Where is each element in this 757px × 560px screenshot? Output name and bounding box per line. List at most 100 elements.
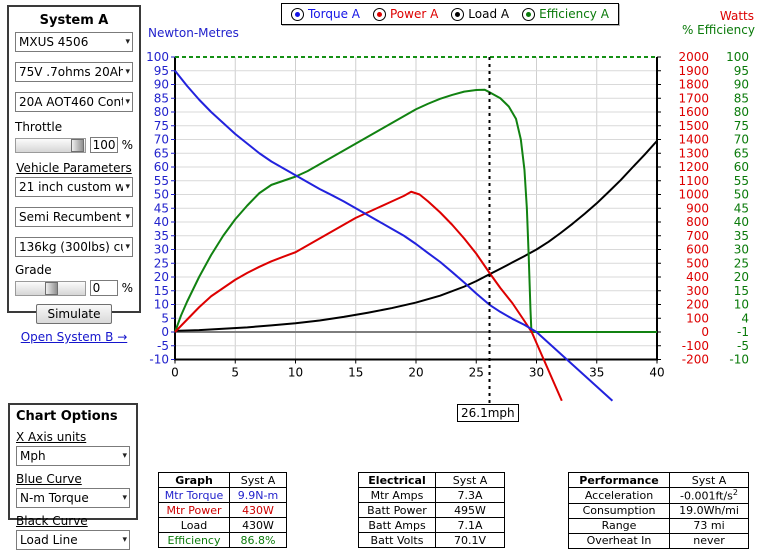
x-tick-label: 20 bbox=[408, 366, 423, 380]
eff-tick-label: 30 bbox=[734, 243, 749, 257]
chevron-down-icon: ▾ bbox=[125, 182, 130, 192]
table-row: Acceleration -0.001ft/s2 bbox=[568, 487, 749, 504]
eff-tick-label: 4 bbox=[741, 311, 749, 325]
black-curve-select[interactable]: Load Line ▾ bbox=[16, 530, 130, 550]
nm-tick-label: 70 bbox=[154, 133, 169, 147]
nm-tick-label: 40 bbox=[154, 215, 169, 229]
grade-slider[interactable] bbox=[15, 280, 86, 296]
x-tick-label: 25 bbox=[469, 366, 484, 380]
watts-tick-label: 300 bbox=[686, 284, 709, 298]
table-row-value: 86.8% bbox=[229, 532, 287, 548]
nm-tick-label: -5 bbox=[157, 339, 169, 353]
simulate-button[interactable]: Simulate bbox=[36, 304, 112, 324]
table-row: Batt Volts 70.1V bbox=[358, 532, 505, 548]
radio-button-icon[interactable] bbox=[522, 7, 536, 21]
position-select[interactable]: Semi Recumbent ▾ bbox=[15, 207, 133, 227]
table-row-value: 70.1V bbox=[435, 532, 505, 548]
x-tick-label: 5 bbox=[231, 366, 239, 380]
chevron-down-icon: ▾ bbox=[125, 37, 130, 47]
table-row-value: 19.0Wh/mi bbox=[669, 502, 749, 519]
table-row-label: Range bbox=[568, 517, 670, 534]
radio-button-icon[interactable] bbox=[451, 7, 465, 21]
grade-input[interactable] bbox=[89, 280, 118, 296]
watts-tick-label: 700 bbox=[686, 229, 709, 243]
right-axis-title-efficiency: % Efficiency bbox=[681, 23, 755, 37]
nm-tick-label: 90 bbox=[154, 78, 169, 92]
throttle-slider-thumb[interactable] bbox=[70, 138, 84, 152]
table-row-value: never bbox=[669, 532, 749, 549]
eff-tick-label: -10 bbox=[729, 353, 749, 367]
table-row-value: 7.3A bbox=[435, 487, 505, 503]
eff-tick-label: 15 bbox=[734, 284, 749, 298]
eff-tick-label: 65 bbox=[734, 146, 749, 160]
legend-item-label: Torque A bbox=[308, 7, 360, 21]
grade-label: Grade bbox=[15, 263, 52, 277]
table-row-label: Overheat In bbox=[568, 532, 670, 549]
table-row-label: Mtr Amps bbox=[358, 487, 436, 503]
performance-table: Performance Syst A Acceleration -0.001ft/s2… bbox=[568, 472, 749, 549]
throttle-label: Throttle bbox=[15, 120, 63, 134]
nm-tick-label: 30 bbox=[154, 243, 169, 257]
table-row: Consumption 19.0Wh/mi bbox=[568, 502, 749, 519]
radio-dot-icon bbox=[376, 11, 382, 17]
eff-tick-label: 70 bbox=[734, 133, 749, 147]
curve-load bbox=[174, 140, 658, 332]
nm-tick-label: 75 bbox=[154, 119, 169, 133]
electrical-table: Electrical Syst A Mtr Amps 7.3A Batt Power 49… bbox=[358, 472, 505, 548]
table-row: Mtr Torque 9.9N-m bbox=[158, 487, 287, 503]
table-row-label: Batt Power bbox=[358, 502, 436, 518]
controller-select[interactable]: 20A AOT460 Contro ▾ bbox=[15, 92, 133, 112]
chevron-down-icon: ▾ bbox=[125, 212, 130, 222]
legend-item: Efficiency A bbox=[522, 7, 609, 21]
throttle-input[interactable] bbox=[89, 137, 118, 153]
motor-select[interactable]: MXUS 4506 ▾ bbox=[15, 32, 133, 52]
radio-dot-icon bbox=[526, 11, 532, 17]
watts-tick-label: 200 bbox=[686, 298, 709, 312]
table-row: Batt Power 495W bbox=[358, 502, 505, 518]
nm-tick-label: -10 bbox=[149, 353, 169, 367]
watts-tick-label: 800 bbox=[686, 215, 709, 229]
table-header-cell: Syst A bbox=[669, 472, 749, 488]
eff-tick-label: 10 bbox=[734, 298, 749, 312]
watts-tick-label: 1900 bbox=[678, 64, 709, 78]
blue-curve-select[interactable]: N-m Torque ▾ bbox=[16, 488, 130, 508]
legend: Torque A Power A Load A Efficiency A bbox=[281, 3, 619, 25]
open-system-b-link[interactable]: Open System B → bbox=[20, 330, 128, 344]
legend-item-label: Load A bbox=[468, 7, 510, 21]
grade-slider-thumb[interactable] bbox=[45, 281, 58, 295]
eff-tick-label: 20 bbox=[734, 270, 749, 284]
eff-tick-label: 55 bbox=[734, 174, 749, 188]
black-curve-label: Black Curve bbox=[16, 514, 88, 528]
legend-item: Torque A bbox=[291, 7, 360, 21]
table-row-label: Batt Volts bbox=[358, 532, 436, 548]
nm-tick-label: 55 bbox=[154, 174, 169, 188]
radio-button-icon[interactable] bbox=[291, 7, 304, 21]
nm-tick-label: 85 bbox=[154, 91, 169, 105]
radio-dot-icon bbox=[455, 11, 461, 17]
eff-tick-label: 60 bbox=[734, 160, 749, 174]
eff-tick-label: 45 bbox=[734, 201, 749, 215]
wheel-select-value: 21 inch custom whe bbox=[19, 180, 123, 194]
blue-curve-value: N-m Torque bbox=[20, 491, 89, 505]
battery-select[interactable]: 75V .7ohms 20Ah c ▾ bbox=[15, 62, 133, 82]
table-row-value: -0.001ft/s2 bbox=[669, 487, 749, 504]
watts-tick-label: 900 bbox=[686, 201, 709, 215]
table-row: Range 73 mi bbox=[568, 517, 749, 534]
nm-tick-label: 80 bbox=[154, 105, 169, 119]
radio-button-icon[interactable] bbox=[372, 7, 386, 21]
watts-tick-label: 1100 bbox=[678, 174, 709, 188]
throttle-slider[interactable] bbox=[15, 137, 86, 153]
table-row-value: 430W bbox=[229, 517, 287, 533]
nm-tick-label: 45 bbox=[154, 201, 169, 215]
chevron-down-icon: ▾ bbox=[125, 97, 130, 107]
chart-options-title: Chart Options bbox=[16, 409, 118, 424]
nm-tick-label: 20 bbox=[154, 270, 169, 284]
eff-tick-label: 25 bbox=[734, 256, 749, 270]
x-axis-units-select[interactable]: Mph ▾ bbox=[16, 446, 130, 466]
eff-tick-label: -5 bbox=[737, 339, 749, 353]
weight-select[interactable]: 136kg (300lbs) cust ▾ bbox=[15, 237, 133, 257]
throttle-unit: % bbox=[121, 138, 133, 152]
wheel-select[interactable]: 21 inch custom whe ▾ bbox=[15, 177, 133, 197]
eff-tick-label: 35 bbox=[734, 229, 749, 243]
legend-item: Load A bbox=[451, 7, 509, 21]
